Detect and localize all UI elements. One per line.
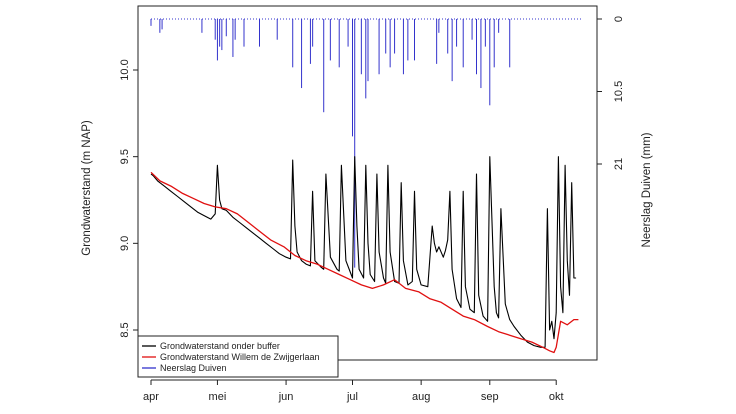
y-tick-label-right: 10.5 [613, 81, 625, 102]
x-axis: apr mei jun jul aug sep okt [143, 379, 564, 403]
x-tick-label: aug [412, 391, 430, 403]
y-axis-title-left: Grondwaterstand (m NAP) [81, 120, 93, 256]
x-tick-label: mei [209, 391, 227, 403]
series-line-2 [150, 171, 579, 354]
y-axis-left: 8.5 9.0 9.5 10.0 [119, 59, 138, 338]
x-tick-label: jul [346, 391, 358, 403]
y-tick-label-left: 9.0 [119, 236, 131, 251]
y-tick-label-left: 9.5 [119, 149, 131, 164]
legend-box [137, 335, 339, 378]
y-tick-label-right: 21 [613, 158, 625, 170]
y-tick-label-right: 0 [613, 16, 625, 22]
legend-entry: Neerslag Duiven [160, 363, 227, 373]
precipitation-bars [150, 18, 582, 268]
legend: Grondwaterstand onder bufferGrondwaterst… [137, 335, 339, 378]
plot-frame [137, 5, 598, 361]
y-axis-title-right: Neerslag Duiven (mm) [641, 132, 653, 247]
y-tick-label-left: 8.5 [119, 322, 131, 337]
series-lines [150, 156, 579, 354]
legend-entry: Grondwaterstand Willem de Zwijgerlaan [160, 352, 320, 362]
x-tick-label: apr [143, 391, 159, 403]
x-tick-label: okt [549, 391, 564, 403]
y-axis-right: 0 10.5 21 [597, 16, 625, 170]
x-tick-label: sep [481, 391, 499, 403]
y-tick-label-left: 10.0 [119, 59, 131, 80]
series-line-1 [150, 156, 577, 348]
legend-entry: Grondwaterstand onder buffer [160, 341, 280, 351]
x-tick-label: jun [278, 391, 294, 403]
